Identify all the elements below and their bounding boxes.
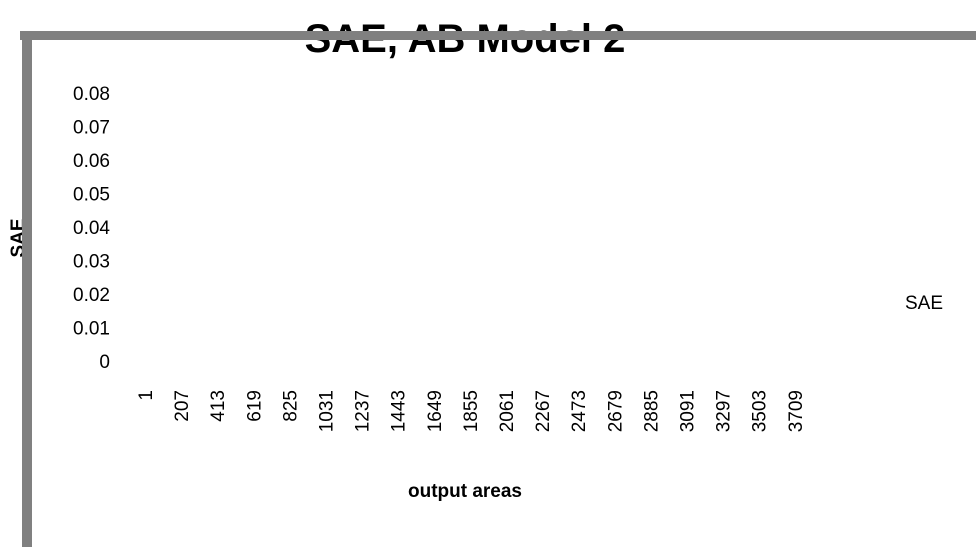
- x-tick-label: 2885: [641, 390, 662, 432]
- y-tick-label: 0.05: [73, 185, 110, 206]
- y-tick-label: 0.07: [73, 118, 110, 139]
- x-tick-label: 3503: [750, 390, 771, 432]
- y-tick-label: 0.04: [73, 218, 110, 239]
- x-tick-label: 2267: [533, 390, 554, 432]
- y-tick-label: 0: [99, 352, 110, 373]
- x-tick-label: 619: [244, 390, 265, 422]
- x-tick-label: 2061: [497, 390, 518, 432]
- y-tick-label: 0.06: [73, 151, 110, 172]
- x-tick-label: 3297: [714, 390, 735, 432]
- x-tick-label: 1855: [461, 390, 482, 432]
- x-tick-label: 1: [136, 390, 157, 401]
- y-tick-label: 0.01: [73, 319, 110, 340]
- x-tick-label: 1443: [389, 390, 410, 432]
- frame-top: [20, 31, 976, 40]
- y-tick-label: 0.08: [73, 84, 110, 105]
- x-tick-label: 2679: [605, 390, 626, 432]
- x-tick-label: 825: [280, 390, 301, 422]
- frame-left: [22, 31, 32, 547]
- y-tick-label: 0.03: [73, 252, 110, 273]
- y-tick-label: 0.02: [73, 285, 110, 306]
- x-tick-label: 3709: [786, 390, 807, 432]
- x-tick-label: 3091: [678, 390, 699, 432]
- x-tick-label: 413: [208, 390, 229, 422]
- x-axis-label: output areas: [408, 481, 522, 502]
- x-tick-label: 207: [172, 390, 193, 422]
- x-tick-label: 1649: [425, 390, 446, 432]
- x-tick-label: 1031: [317, 390, 338, 432]
- x-tick-label: 1237: [353, 390, 374, 432]
- x-tick-label: 2473: [569, 390, 590, 432]
- legend-label: SAE: [905, 293, 943, 314]
